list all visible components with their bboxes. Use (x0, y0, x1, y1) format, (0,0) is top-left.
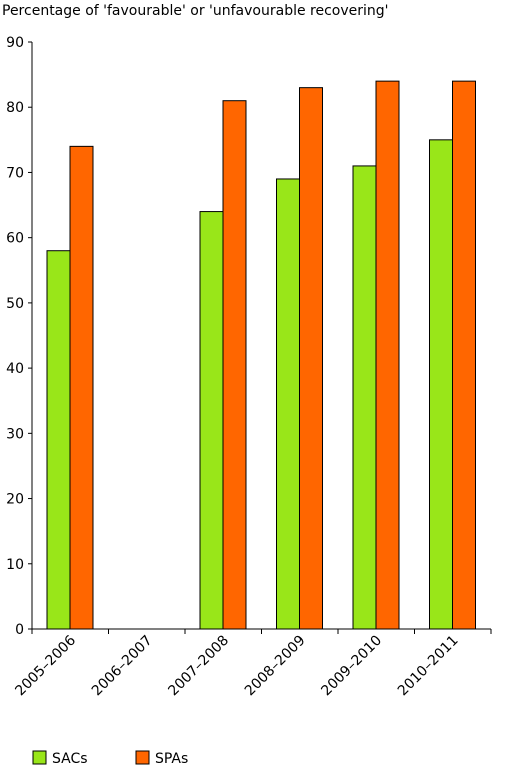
y-tick-label: 90 (6, 35, 24, 51)
bar-sacs-2005–2006 (46, 250, 71, 630)
y-tick-label: 60 (6, 231, 24, 247)
y-tick-label: 30 (6, 426, 24, 442)
x-tick-label: 2010–2011 (395, 633, 462, 700)
legend-swatch-spas (135, 750, 150, 765)
chart-title: Percentage of 'favourable' or 'unfavoura… (2, 3, 389, 19)
bar-spas-2008–2009 (299, 87, 323, 630)
x-tick-label: 2008–2009 (242, 633, 309, 700)
bar-spas-2007–2008 (222, 100, 247, 630)
y-tick-label: 50 (6, 296, 24, 312)
x-tick-label: 2007–2008 (165, 633, 232, 700)
legend-swatch-sacs (32, 750, 47, 765)
x-tick-label: 2005–2006 (12, 632, 79, 699)
bar-sacs-2007–2008 (199, 211, 224, 630)
y-tick-label: 70 (6, 165, 24, 181)
bar-spas-2009–2010 (375, 80, 400, 630)
bar-sacs-2010–2011 (429, 139, 453, 630)
y-tick-label: 20 (6, 492, 24, 508)
bar-sacs-2009–2010 (352, 165, 377, 630)
bar-spas-2005–2006 (69, 145, 94, 630)
y-tick-label: 40 (6, 361, 24, 377)
y-tick-label: 0 (15, 622, 24, 638)
y-tick-label: 80 (6, 100, 24, 116)
legend: SACs SPAs (32, 750, 188, 767)
legend-label-spas: SPAs (155, 751, 188, 767)
bar-spas-2010–2011 (452, 80, 476, 630)
x-tick-label: 2009–2010 (318, 633, 385, 700)
y-tick-label: 10 (6, 557, 24, 573)
legend-label-sacs: SACs (52, 751, 88, 767)
bar-sacs-2008–2009 (276, 178, 300, 630)
x-tick-label: 2006–2007 (89, 633, 156, 700)
